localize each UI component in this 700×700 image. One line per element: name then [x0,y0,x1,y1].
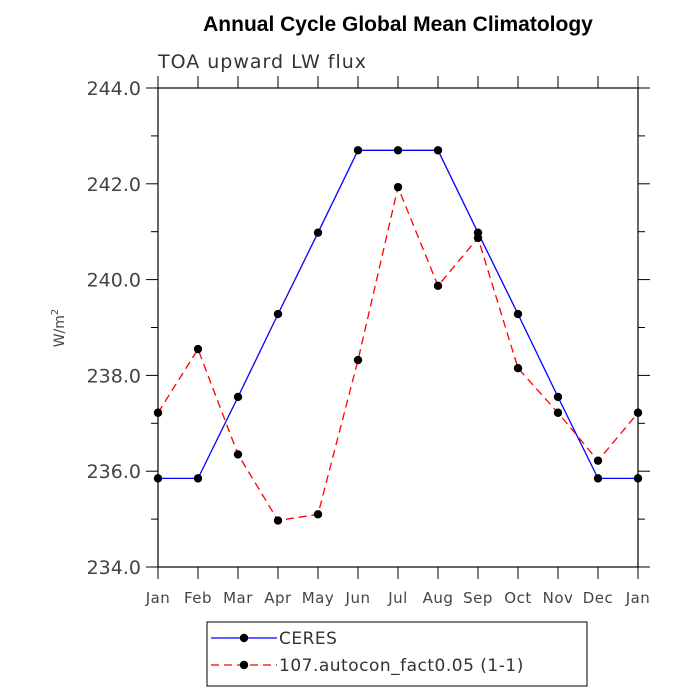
legend-label: CERES [279,629,337,649]
x-tick-label: Aug [423,589,454,607]
y-axis-label-base: W/m [52,315,68,347]
data-point [153,408,163,417]
legend-marker [239,633,249,643]
data-point [633,474,643,483]
legend: CERES 107.autocon_fact0.05 (1-1) [206,621,588,687]
data-point [353,146,363,155]
data-point [513,309,523,319]
data-point [153,474,163,483]
x-tick-label: Nov [543,589,574,607]
data-point [393,146,403,155]
data-point [233,450,243,459]
legend-box [206,621,588,687]
x-tick-label: Sep [463,589,493,607]
series-layer [153,146,643,525]
data-point [593,474,603,483]
legend-item: 107.autocon_fact0.05 (1-1) [211,656,524,676]
data-point [193,474,203,483]
y-tick-label: 238.0 [87,365,141,387]
y-tick-label: 234.0 [87,557,141,579]
legend-marker [239,660,249,670]
data-point [313,228,323,237]
data-point [433,146,443,155]
x-tick-label: Feb [184,589,212,607]
legend-label: 107.autocon_fact0.05 (1-1) [279,656,524,676]
plot-border [157,87,639,568]
y-axis-ticks: 234.0 236.0 238.0 240.0 242.0 244.0 [87,78,650,579]
y-axis-label: W/m2 [50,309,68,348]
x-tick-label: Jan [625,589,651,607]
x-tick-label: May [302,589,335,607]
x-axis-ticks: Jan Feb Mar Apr May Jun Jul Aug Sep Oct Nov Dec Jan [145,76,651,607]
data-point [273,516,283,525]
y-tick-label: 236.0 [87,461,141,483]
series-1 [153,146,643,483]
data-point [313,510,323,519]
plot-frame [157,87,639,568]
x-tick-label: Dec [583,589,614,607]
legend-item: CERES [211,629,337,649]
y-axis-label-superscript: 2 [50,309,61,315]
data-point [233,392,243,402]
y-tick-label: 240.0 [87,270,141,292]
data-point [393,182,403,192]
series-2 [153,182,643,525]
data-point [513,364,523,373]
data-point [433,281,443,291]
x-tick-label: Oct [504,589,531,607]
data-point [193,344,203,354]
x-tick-label: Apr [264,589,292,607]
data-point [553,392,563,402]
y-tick-label: 244.0 [87,78,141,100]
x-tick-label: Jun [345,589,371,607]
data-point [593,456,603,465]
y-tick-label: 242.0 [87,174,141,196]
chart-title: Annual Cycle Global Mean Climatology [203,13,593,36]
data-point [273,309,283,319]
data-point [633,408,643,417]
x-tick-label: Mar [223,589,253,607]
data-point [553,408,563,417]
chart-subtitle: TOA upward LW flux [157,51,367,73]
x-tick-label: Jul [387,589,408,607]
x-tick-label: Jan [145,589,171,607]
series-line [158,149,638,480]
data-point [473,233,483,243]
series-line [157,185,639,522]
data-point [353,355,363,365]
